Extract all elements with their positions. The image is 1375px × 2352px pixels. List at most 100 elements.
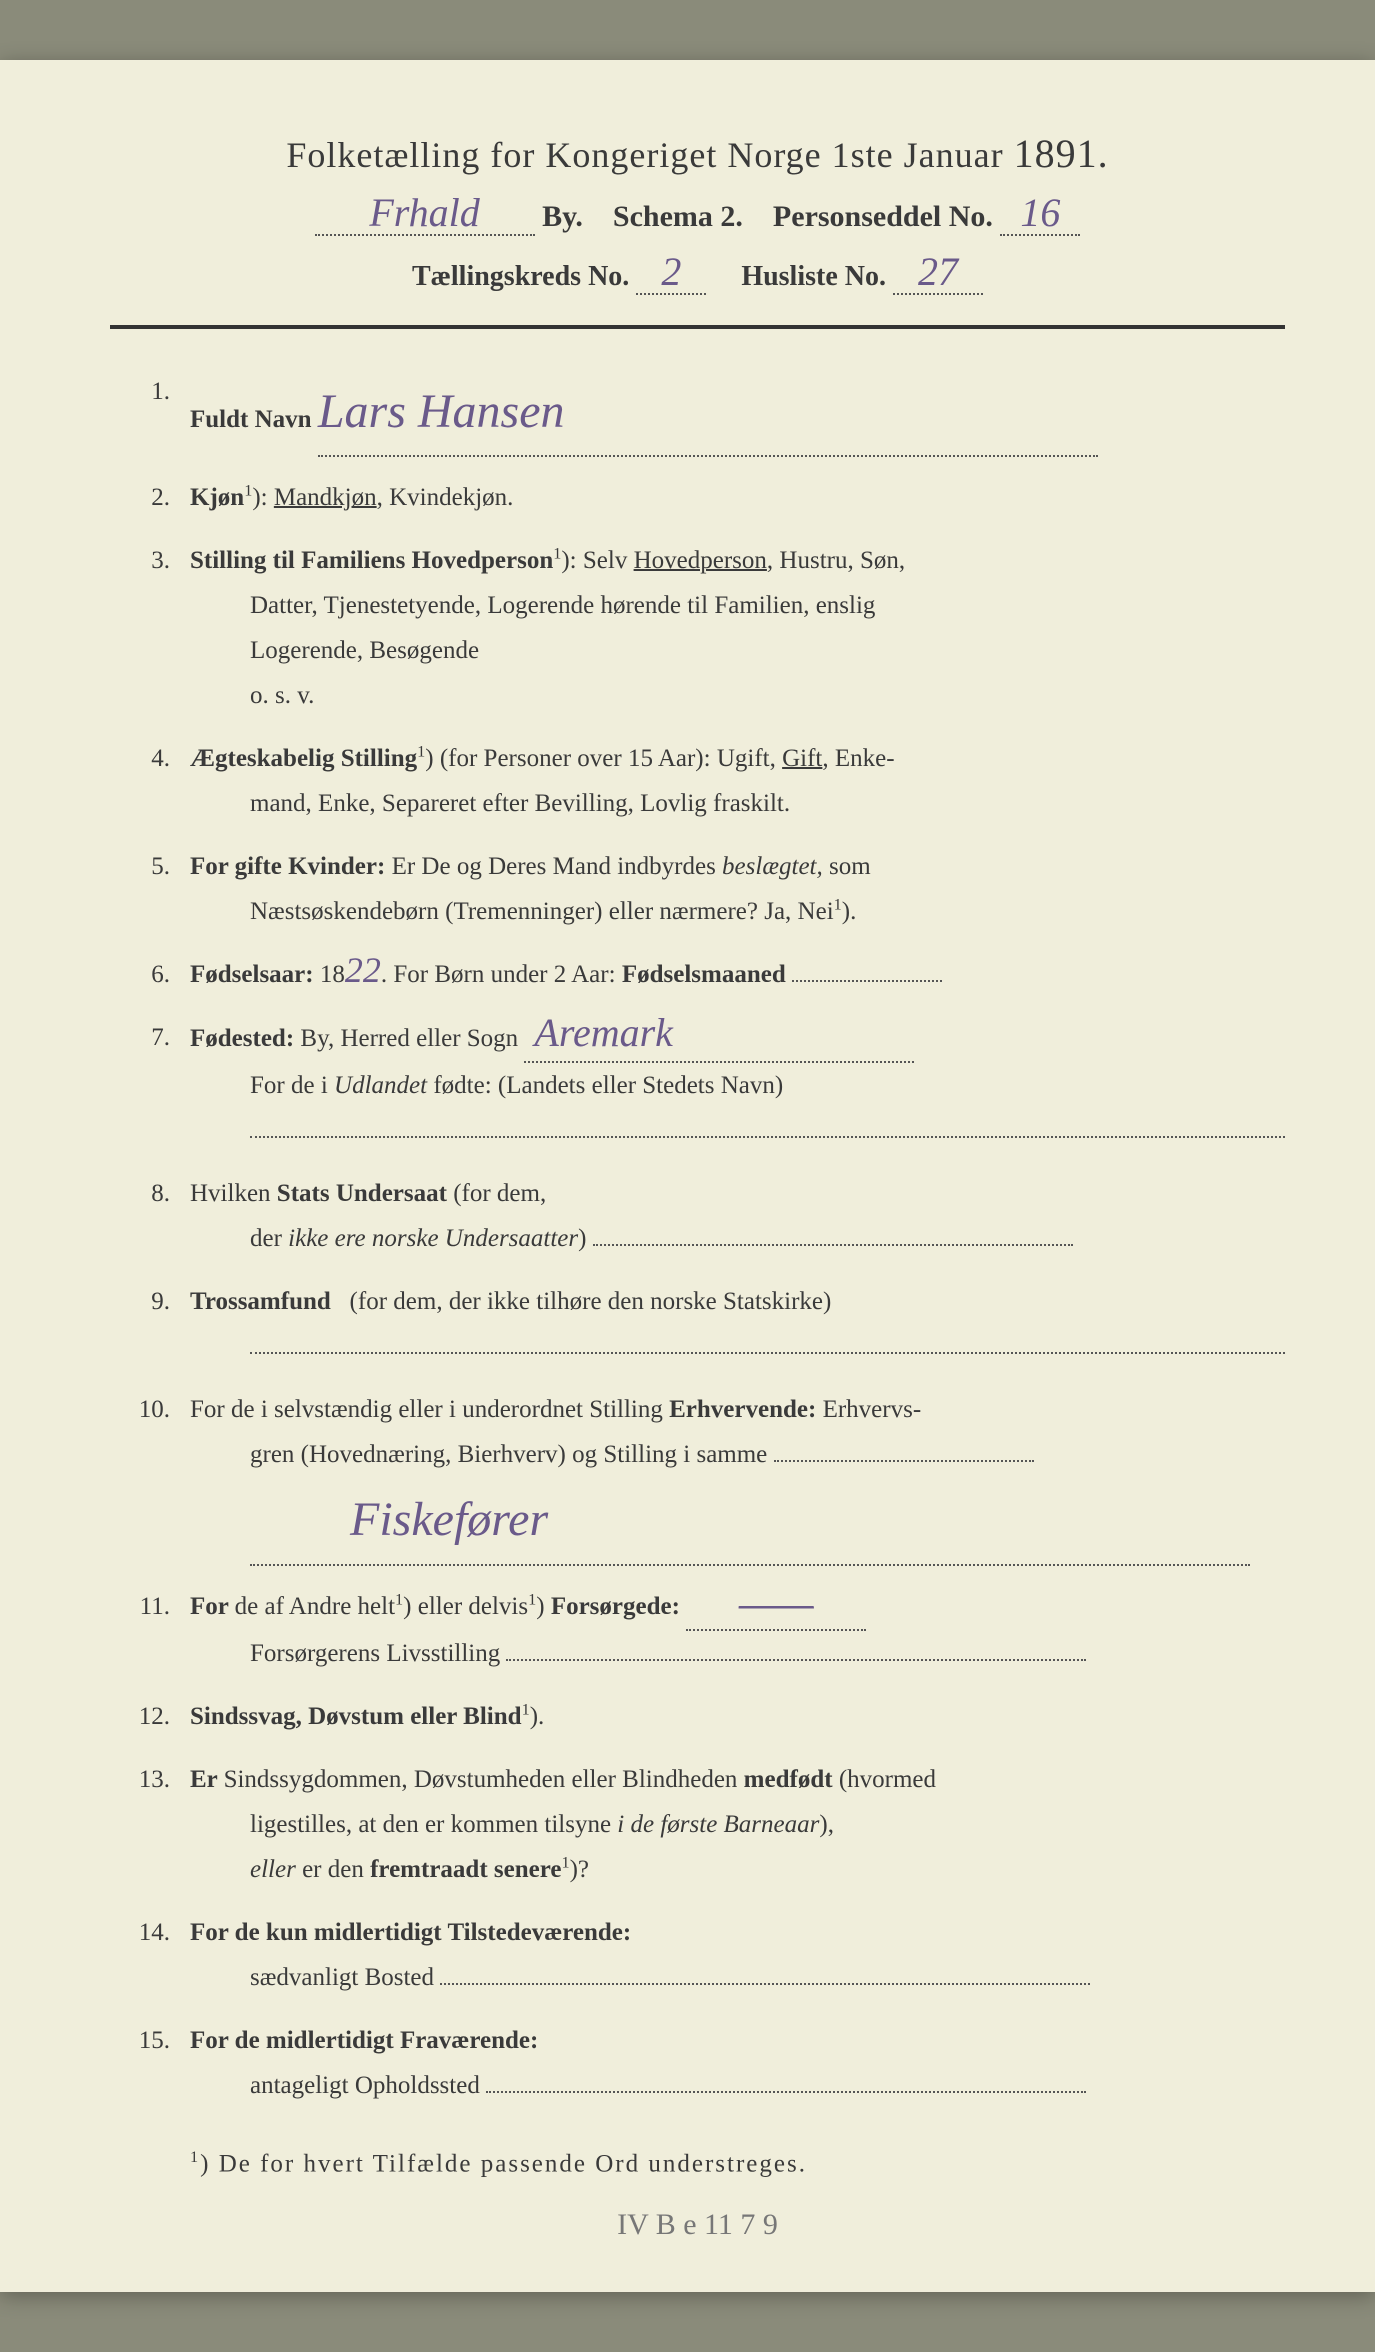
personseddel-value: 16 [1020, 195, 1060, 231]
footnote-sup: 1 [190, 2148, 200, 2166]
q7-num: 7. [110, 1015, 190, 1060]
q9-num: 9. [110, 1279, 190, 1324]
q3-line2: Datter, Tjenestetyende, Logerende hørend… [190, 583, 1285, 628]
q10-content: For de i selvstændig eller i underordnet… [190, 1387, 1285, 1565]
q1-content: Fuldt Navn Lars Hansen [190, 369, 1285, 457]
q15-num: 15. [110, 2018, 190, 2063]
personseddel-label: Personseddel No. [773, 200, 993, 233]
q12-label: Sindssvag, Døvstum eller Blind [190, 1703, 522, 1730]
q9-content: Trossamfund (for dem, der ikke tilhøre d… [190, 1279, 1285, 1369]
q13-line2-i: i de første Barneaar [617, 1811, 819, 1838]
q3-text-c: , Hustru, Søn, [767, 547, 905, 574]
q8-line2: der ikke ere norske Undersaatter) [190, 1216, 1285, 1261]
census-form-page: Folketælling for Kongeriget Norge 1ste J… [0, 60, 1375, 2292]
footnote-text: ) De for hvert Tilfælde passende Ord und… [200, 2150, 807, 2177]
q14-row: 14. For de kun midlertidigt Tilstedevære… [110, 1910, 1285, 2000]
q2-selected: Mandkjøn [274, 484, 377, 511]
q13-line3-c: )? [570, 1856, 589, 1883]
q15-line2-text: antageligt Opholdssted [250, 2072, 480, 2099]
q4-paren: ) (for Personer over 15 Aar): [425, 745, 710, 772]
q6-row: 6. Fødselsaar: 1822. For Børn under 2 Aa… [110, 952, 1285, 997]
q13-content: Er Sindssygdommen, Døvstumheden eller Bl… [190, 1757, 1285, 1892]
q12-num: 12. [110, 1694, 190, 1739]
by-value: Frhald [369, 195, 479, 231]
q14-label: Tilstedeværende: [447, 1919, 631, 1946]
q15-text: For de midlertidigt [190, 2027, 400, 2054]
q11-row: 11. For de af Andre helt1) eller delvis1… [110, 1584, 1285, 1676]
taellingskreds-value: 2 [661, 254, 681, 290]
q9-line2 [190, 1324, 1285, 1369]
q3-content: Stilling til Familiens Hovedperson1): Se… [190, 538, 1285, 718]
q11-crossed: ——— [739, 1593, 814, 1620]
q6-num: 6. [110, 952, 190, 997]
q5-text2: som [829, 853, 871, 880]
q10-text-a: For de i selvstændig eller i underordnet… [190, 1396, 669, 1423]
q8-field [593, 1244, 1073, 1246]
q2-label: Kjøn [190, 484, 244, 511]
q5-ital: beslægtet, [722, 853, 823, 880]
q12-content: Sindssvag, Døvstum eller Blind1). [190, 1694, 1285, 1739]
q8-paren: (for dem, [447, 1180, 546, 1207]
q7-row: 7. Fødested: By, Herred eller Sogn Arema… [110, 1015, 1285, 1153]
q13-row: 13. Er Sindssygdommen, Døvstumheden elle… [110, 1757, 1285, 1892]
q5-row: 5. For gifte Kvinder: Er De og Deres Man… [110, 844, 1285, 934]
q11-field2 [506, 1659, 1086, 1661]
form-header: Folketælling for Kongeriget Norge 1ste J… [110, 130, 1285, 295]
q2-row: 2. Kjøn1): Mandkjøn, Kvindekjøn. [110, 475, 1285, 520]
q12-row: 12. Sindssvag, Døvstum eller Blind1). [110, 1694, 1285, 1739]
q8-line2-a: der [250, 1225, 288, 1252]
q6-mid: . For Børn under 2 Aar: [381, 961, 616, 988]
q4-row: 4. Ægteskabelig Stilling1) (for Personer… [110, 736, 1285, 826]
q10-num: 10. [110, 1387, 190, 1432]
q10-line2: gren (Hovednæring, Bierhverv) og Stillin… [190, 1432, 1285, 1477]
q3-row: 3. Stilling til Familiens Hovedperson1):… [110, 538, 1285, 718]
q13-line3: eller er den fremtraadt senere1)? [190, 1847, 1285, 1892]
q10-row: 10. For de i selvstændig eller i underor… [110, 1387, 1285, 1565]
q10-field2: Fiskefører [250, 1477, 1250, 1565]
q7-field: Aremark [524, 1015, 914, 1063]
q13-line3-i: eller [250, 1856, 296, 1883]
header-line2: Frhald By. Schema 2. Personseddel No. 16 [110, 195, 1285, 236]
q9-label: Trossamfund [190, 1288, 331, 1315]
q3-label: Stilling til Familiens Hovedperson [190, 547, 553, 574]
schema-label: Schema 2. [613, 200, 743, 233]
q13-line2: ligestilles, at den er kommen tilsyne i … [190, 1802, 1285, 1847]
q7-content: Fødested: By, Herred eller Sogn Aremark … [190, 1015, 1285, 1153]
q4-line2: mand, Enke, Separeret efter Bevilling, L… [190, 781, 1285, 826]
q9-text: (for dem, der ikke tilhøre den norske St… [350, 1288, 832, 1315]
q11-content: For de af Andre helt1) eller delvis1) Fo… [190, 1584, 1285, 1676]
q3-num: 3. [110, 538, 190, 583]
divider [110, 325, 1285, 329]
q13-line2-a: ligestilles, at den er kommen tilsyne [250, 1811, 617, 1838]
q13-paren: (hvormed [833, 1766, 936, 1793]
q14-num: 14. [110, 1910, 190, 1955]
q1-label: Fuldt Navn [190, 406, 312, 433]
q10-text-b: Erhvervs- [816, 1396, 921, 1423]
q15-content: For de midlertidigt Fraværende: antageli… [190, 2018, 1285, 2108]
q1-row: 1. Fuldt Navn Lars Hansen [110, 369, 1285, 457]
q11-label: Forsørgede: [551, 1593, 680, 1620]
q5-label: For gifte Kvinder: [190, 853, 385, 880]
q4-opts-a: Ugift, [717, 745, 782, 772]
q6-month-field [792, 980, 942, 982]
q1-num: 1. [110, 369, 190, 414]
header-line3: Tællingskreds No. 2 Husliste No. 27 [110, 254, 1285, 295]
q10-field1 [774, 1460, 1034, 1462]
q7-text: By, Herred eller Sogn [300, 1025, 518, 1052]
q15-field [486, 2091, 1086, 2093]
title-year: 1891. [1014, 131, 1109, 176]
q3-sep: ): [561, 547, 576, 574]
q11-sup1: 1 [395, 1590, 403, 1608]
q5-line2-a: Næstsøskendebørn (Tremenninger) eller næ… [250, 898, 834, 925]
q8-content: Hvilken Stats Undersaat (for dem, der ik… [190, 1171, 1285, 1261]
footnote: 1) De for hvert Tilfælde passende Ord un… [110, 2148, 1285, 2178]
q5-content: For gifte Kvinder: Er De og Deres Mand i… [190, 844, 1285, 934]
q4-content: Ægteskabelig Stilling1) (for Personer ov… [190, 736, 1285, 826]
q7-line2: For de i Udlandet fødte: (Landets eller … [190, 1063, 1285, 1108]
taellingskreds-field: 2 [636, 254, 706, 295]
q13-text-a: Er [190, 1766, 224, 1793]
q9-row: 9. Trossamfund (for dem, der ikke tilhør… [110, 1279, 1285, 1369]
q12-sup: 1 [522, 1700, 530, 1718]
q5-line2-b: ). [842, 898, 857, 925]
q8-num: 8. [110, 1171, 190, 1216]
